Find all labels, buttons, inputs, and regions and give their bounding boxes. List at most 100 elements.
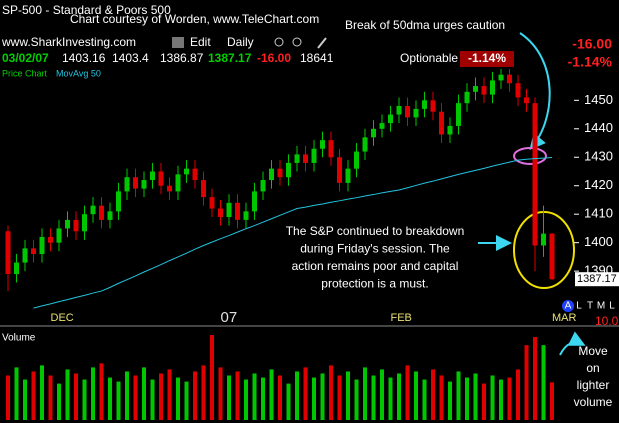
draw-tool[interactable] bbox=[317, 37, 327, 49]
volume-bar bbox=[516, 369, 520, 420]
scale-value: 10.0 bbox=[595, 314, 619, 328]
credit: Chart courtesy of Worden, www.TeleChart.… bbox=[70, 12, 319, 26]
zoom-out[interactable] bbox=[292, 37, 302, 47]
optionable: Optionable bbox=[400, 51, 458, 65]
candle-body bbox=[269, 168, 274, 181]
candle-body bbox=[116, 191, 121, 212]
edit-menu[interactable]: Edit bbox=[190, 35, 211, 49]
moving-average bbox=[33, 157, 553, 309]
volume-bar bbox=[320, 373, 325, 420]
annotation: action remains poor and capital bbox=[292, 259, 459, 273]
volume-bar bbox=[91, 367, 95, 420]
volume-bar bbox=[371, 375, 376, 420]
candle-body bbox=[209, 197, 215, 209]
volume-bar bbox=[269, 369, 274, 420]
quote-close: 1387.17 bbox=[208, 51, 252, 65]
candle-body bbox=[252, 191, 257, 212]
candle-body bbox=[456, 103, 461, 126]
edit-icon[interactable] bbox=[172, 37, 184, 48]
volume-bar bbox=[116, 381, 121, 420]
change-box bbox=[460, 51, 514, 67]
candle-body bbox=[354, 151, 359, 169]
volume-bar bbox=[388, 377, 393, 420]
annotation: volume bbox=[574, 395, 613, 409]
candle-body bbox=[133, 177, 138, 189]
y-tick-label: 1440 bbox=[584, 120, 613, 135]
toolbar-item[interactable]: L bbox=[576, 301, 582, 312]
volume-bar bbox=[227, 375, 231, 420]
change-box-text: -1.14% bbox=[468, 51, 506, 65]
volume-bar bbox=[405, 365, 410, 420]
candle-body bbox=[320, 140, 325, 149]
candle-body bbox=[48, 236, 53, 243]
candle-body bbox=[65, 219, 70, 229]
volume-bar bbox=[312, 377, 316, 420]
volume-bar bbox=[82, 379, 87, 420]
candle-body bbox=[524, 97, 529, 104]
annotation: during Friday's session. The bbox=[300, 242, 450, 256]
y-tick-label: 1410 bbox=[584, 206, 613, 221]
volume-bar bbox=[57, 383, 61, 420]
volume-bar bbox=[473, 373, 478, 420]
volume-bar bbox=[363, 367, 367, 420]
volume-bar bbox=[40, 365, 44, 420]
volume-bar bbox=[414, 371, 418, 420]
change-right: -16.00 bbox=[572, 36, 612, 52]
candle-body bbox=[481, 86, 487, 95]
volume-label: Volume bbox=[2, 333, 36, 344]
candle-body bbox=[303, 154, 308, 163]
volume-bar bbox=[210, 335, 214, 420]
volume-bar bbox=[278, 375, 282, 420]
volume-bar bbox=[439, 375, 444, 420]
toolbar-item[interactable]: M bbox=[597, 301, 605, 312]
candle-body bbox=[371, 128, 376, 138]
candle-body bbox=[464, 91, 470, 104]
volume-bar bbox=[303, 367, 308, 420]
last-price: 1387.17 bbox=[577, 273, 617, 285]
zoom-in[interactable] bbox=[274, 37, 284, 47]
period-menu[interactable]: Daily bbox=[227, 35, 254, 49]
candle-body bbox=[286, 162, 291, 178]
volume-bar bbox=[295, 371, 299, 420]
candle-body bbox=[243, 211, 249, 220]
candle-body bbox=[107, 211, 113, 220]
candle-body bbox=[473, 86, 478, 92]
toolbar-item[interactable]: T bbox=[587, 301, 593, 312]
volume-bar bbox=[74, 373, 78, 420]
candle-body bbox=[277, 168, 283, 178]
volume-bar bbox=[108, 377, 112, 420]
y-tick-label: 1400 bbox=[584, 234, 613, 249]
volume-bar bbox=[346, 371, 350, 420]
volume-bar bbox=[167, 369, 172, 420]
volume-bar bbox=[244, 379, 248, 420]
volume-bar bbox=[397, 373, 401, 420]
candle-body bbox=[260, 180, 266, 192]
candle-body bbox=[124, 177, 130, 192]
volume-bar bbox=[23, 379, 27, 420]
toolbar-item[interactable]: L bbox=[609, 301, 615, 312]
candle-body bbox=[90, 205, 96, 215]
candle-body bbox=[541, 233, 546, 246]
candle-body bbox=[447, 125, 453, 135]
site[interactable]: www.SharkInvesting.com bbox=[1, 35, 136, 49]
toolbar-item[interactable]: A bbox=[565, 301, 572, 312]
quote-date: 03/02/07 bbox=[2, 51, 49, 65]
quote-volume: 18641 bbox=[300, 51, 334, 65]
x-tick-label: FEB bbox=[391, 312, 412, 324]
change-pct-right: -1.14% bbox=[568, 54, 613, 70]
toolbar-badge[interactable] bbox=[562, 300, 574, 312]
y-tick-label: 1430 bbox=[584, 149, 613, 164]
candle-body bbox=[31, 248, 36, 255]
volume-bar bbox=[550, 382, 554, 420]
volume-bar bbox=[541, 345, 546, 420]
volume-bar bbox=[31, 371, 36, 420]
volume-bar bbox=[507, 377, 512, 420]
candle-body bbox=[73, 219, 79, 232]
candle-body bbox=[99, 205, 104, 220]
candle-body bbox=[158, 171, 164, 186]
quote-high: 1403.4 bbox=[112, 51, 149, 65]
volume-bar bbox=[48, 375, 53, 420]
ma-label: MovAvg 50 bbox=[56, 68, 101, 78]
x-tick-label: 07 bbox=[221, 309, 238, 326]
candle-body bbox=[141, 180, 147, 189]
